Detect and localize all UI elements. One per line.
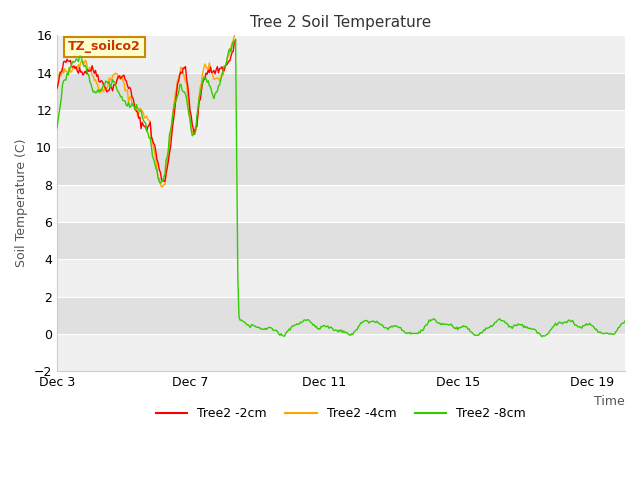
Text: TZ_soilco2: TZ_soilco2 — [68, 40, 141, 53]
X-axis label: Time: Time — [595, 395, 625, 408]
Bar — [57, 222, 625, 259]
Y-axis label: Soil Temperature (C): Soil Temperature (C) — [15, 139, 28, 267]
Title: Tree 2 Soil Temperature: Tree 2 Soil Temperature — [250, 15, 431, 30]
Legend: Tree2 -2cm, Tree2 -4cm, Tree2 -8cm: Tree2 -2cm, Tree2 -4cm, Tree2 -8cm — [151, 402, 531, 425]
Bar — [57, 297, 625, 334]
Bar — [57, 36, 625, 72]
Bar — [57, 147, 625, 185]
Bar — [57, 110, 625, 147]
Bar — [57, 334, 625, 371]
Bar — [57, 185, 625, 222]
Bar — [57, 259, 625, 297]
Bar — [57, 72, 625, 110]
